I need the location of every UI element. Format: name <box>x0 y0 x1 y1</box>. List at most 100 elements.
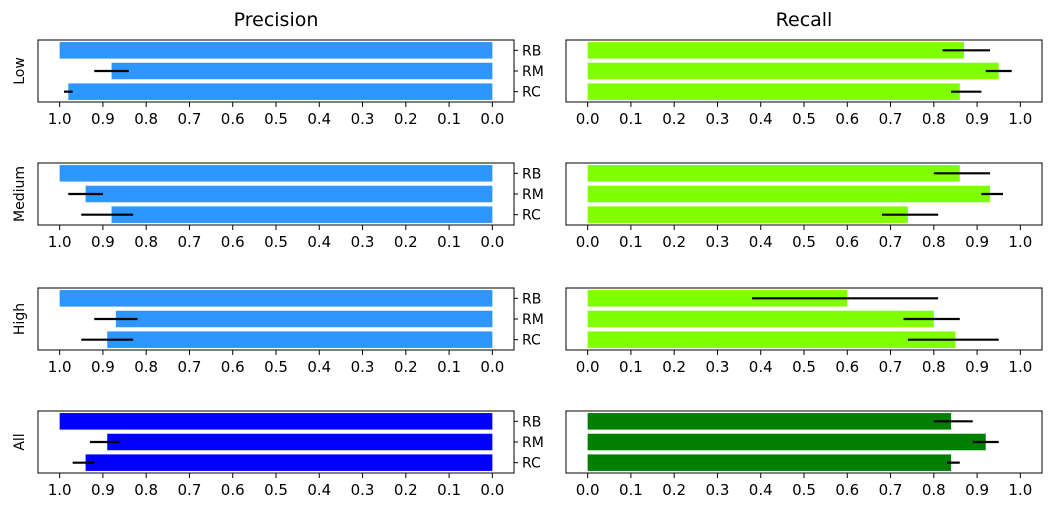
x-tick-label-medium-precision-0: 1.0 <box>48 233 72 251</box>
category-label-low-rm: RM <box>522 64 544 80</box>
x-tick-label-medium-precision-6: 0.4 <box>307 233 331 251</box>
category-label-medium-rm: RM <box>522 187 544 203</box>
x-tick-label-low-recall-2: 0.2 <box>662 110 686 128</box>
x-tick-label-high-precision-1: 0.9 <box>91 358 115 376</box>
x-tick-label-low-recall-0: 0.0 <box>576 110 600 128</box>
bar-medium-recall-rc <box>587 206 908 223</box>
x-tick-label-medium-precision-2: 0.8 <box>134 233 158 251</box>
x-tick-label-medium-recall-0: 0.0 <box>576 233 600 251</box>
x-tick-label-medium-recall-2: 0.2 <box>662 233 686 251</box>
x-tick-label-high-precision-0: 1.0 <box>48 358 72 376</box>
x-tick-label-high-recall-5: 0.5 <box>792 358 816 376</box>
x-tick-label-low-precision-4: 0.6 <box>221 110 245 128</box>
bar-all-recall-rc <box>587 454 952 471</box>
x-tick-label-high-recall-6: 0.6 <box>835 358 859 376</box>
x-tick-label-all-recall-9: 0.9 <box>965 481 989 499</box>
x-tick-label-high-recall-7: 0.7 <box>879 358 903 376</box>
bar-medium-recall-rm <box>587 185 991 203</box>
x-tick-label-high-recall-9: 0.9 <box>965 358 989 376</box>
x-tick-label-low-precision-5: 0.5 <box>264 110 288 128</box>
x-tick-label-all-recall-5: 0.5 <box>792 481 816 499</box>
x-tick-label-medium-precision-9: 0.1 <box>437 233 461 251</box>
x-tick-label-low-precision-0: 1.0 <box>48 110 72 128</box>
x-tick-label-medium-recall-3: 0.3 <box>706 233 730 251</box>
row-label-medium: Medium <box>12 166 28 222</box>
x-tick-label-high-precision-7: 0.3 <box>351 358 375 376</box>
x-tick-label-all-recall-3: 0.3 <box>706 481 730 499</box>
bar-medium-precision-rc <box>111 206 493 223</box>
x-tick-label-all-precision-5: 0.5 <box>264 481 288 499</box>
column-title-recall: Recall <box>776 9 833 31</box>
x-tick-label-all-precision-3: 0.7 <box>178 481 202 499</box>
category-label-medium-rc: RC <box>522 208 541 224</box>
bar-all-recall-rm <box>587 433 986 451</box>
category-label-high-rc: RC <box>522 333 541 349</box>
x-tick-label-medium-recall-7: 0.7 <box>879 233 903 251</box>
row-label-high: High <box>12 303 28 335</box>
x-tick-label-high-precision-2: 0.8 <box>134 358 158 376</box>
x-tick-label-high-precision-10: 0.0 <box>480 358 504 376</box>
x-tick-label-medium-recall-9: 0.9 <box>965 233 989 251</box>
x-tick-label-high-precision-4: 0.6 <box>221 358 245 376</box>
row-label-all: All <box>12 433 28 450</box>
x-tick-label-all-precision-1: 0.9 <box>91 481 115 499</box>
bar-all-precision-rc <box>85 454 493 471</box>
x-tick-label-medium-recall-5: 0.5 <box>792 233 816 251</box>
x-tick-label-high-precision-9: 0.1 <box>437 358 461 376</box>
x-tick-label-low-precision-1: 0.9 <box>91 110 115 128</box>
bar-low-recall-rc <box>587 83 960 100</box>
bar-high-precision-rb <box>59 290 493 307</box>
x-tick-label-high-recall-8: 0.8 <box>922 358 946 376</box>
column-title-precision: Precision <box>234 9 319 31</box>
row-label-low: Low <box>12 57 28 85</box>
bar-all-recall-rb <box>587 413 952 430</box>
x-tick-label-low-recall-8: 0.8 <box>922 110 946 128</box>
x-tick-label-medium-precision-10: 0.0 <box>480 233 504 251</box>
category-label-all-rc: RC <box>522 456 541 472</box>
x-tick-label-all-recall-10: 1.0 <box>1008 481 1032 499</box>
x-tick-label-all-recall-7: 0.7 <box>879 481 903 499</box>
x-tick-label-low-precision-3: 0.7 <box>178 110 202 128</box>
category-label-high-rb: RB <box>522 291 541 307</box>
category-label-low-rb: RB <box>522 43 541 59</box>
bar-all-precision-rm <box>107 433 493 451</box>
bar-medium-precision-rb <box>59 165 493 182</box>
x-tick-label-low-recall-5: 0.5 <box>792 110 816 128</box>
x-tick-label-medium-precision-7: 0.3 <box>351 233 375 251</box>
x-tick-label-low-precision-2: 0.8 <box>134 110 158 128</box>
x-tick-label-medium-recall-8: 0.8 <box>922 233 946 251</box>
x-tick-label-high-recall-1: 0.1 <box>619 358 643 376</box>
x-tick-label-all-precision-8: 0.2 <box>394 481 418 499</box>
x-tick-label-high-precision-5: 0.5 <box>264 358 288 376</box>
x-tick-label-medium-precision-4: 0.6 <box>221 233 245 251</box>
x-tick-label-high-precision-8: 0.2 <box>394 358 418 376</box>
x-tick-label-medium-precision-3: 0.7 <box>178 233 202 251</box>
bar-low-precision-rb <box>59 42 493 59</box>
x-tick-label-low-precision-7: 0.3 <box>351 110 375 128</box>
x-tick-label-low-precision-10: 0.0 <box>480 110 504 128</box>
x-tick-label-low-recall-4: 0.4 <box>749 110 773 128</box>
bar-high-precision-rm <box>115 310 493 328</box>
x-tick-label-high-recall-2: 0.2 <box>662 358 686 376</box>
x-tick-label-low-recall-7: 0.7 <box>879 110 903 128</box>
x-tick-label-high-precision-3: 0.7 <box>178 358 202 376</box>
bar-high-precision-rc <box>107 331 493 348</box>
bar-high-recall-rm <box>587 310 934 328</box>
x-tick-label-all-precision-6: 0.4 <box>307 481 331 499</box>
category-label-high-rm: RM <box>522 312 544 328</box>
x-tick-label-high-precision-6: 0.4 <box>307 358 331 376</box>
x-tick-label-medium-recall-4: 0.4 <box>749 233 773 251</box>
x-tick-label-all-precision-0: 1.0 <box>48 481 72 499</box>
bar-high-recall-rb <box>587 290 848 307</box>
x-tick-label-all-precision-2: 0.8 <box>134 481 158 499</box>
bar-low-recall-rm <box>587 62 999 80</box>
category-label-low-rc: RC <box>522 85 541 101</box>
x-tick-label-all-precision-10: 0.0 <box>480 481 504 499</box>
x-tick-label-medium-recall-1: 0.1 <box>619 233 643 251</box>
bar-high-recall-rc <box>587 331 956 348</box>
x-tick-label-medium-precision-8: 0.2 <box>394 233 418 251</box>
x-tick-label-all-recall-6: 0.6 <box>835 481 859 499</box>
x-tick-label-low-precision-6: 0.4 <box>307 110 331 128</box>
